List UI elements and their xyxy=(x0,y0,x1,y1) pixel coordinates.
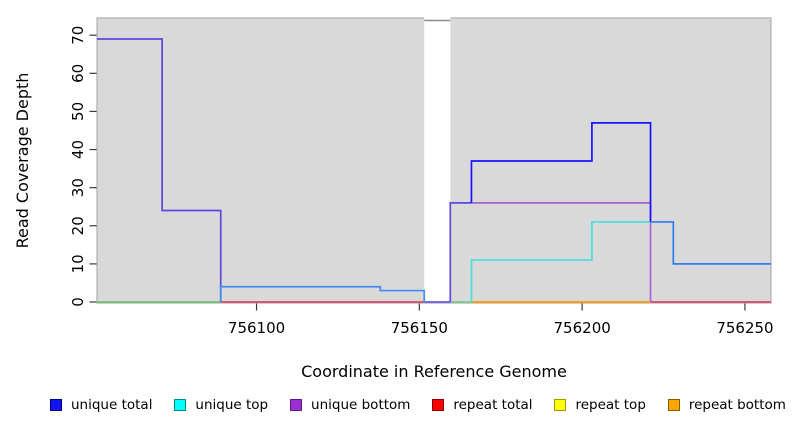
legend-label: unique top xyxy=(195,397,269,413)
series-line-dodger-right-steps xyxy=(650,221,771,265)
legend-item: unique top xyxy=(174,397,268,413)
y-tick-label: 20 xyxy=(69,216,87,235)
x-axis-title: Coordinate in Reference Genome xyxy=(301,362,567,381)
x-tick-label: 756200 xyxy=(554,319,611,337)
y-tick-label: 70 xyxy=(69,26,87,45)
legend-item: repeat bottom xyxy=(667,397,786,413)
legend-swatch-icon xyxy=(432,399,445,411)
y-tick-label: 30 xyxy=(69,178,87,197)
legend-item: unique total xyxy=(50,397,152,413)
series-line-indigo-left-steps xyxy=(97,38,222,302)
series-line-cyan-steps xyxy=(470,221,651,302)
series-line-indigo-gap-riser xyxy=(449,202,472,302)
coverage-gap-band xyxy=(424,14,451,303)
legend-swatch-icon xyxy=(554,399,567,411)
coverage-plot-canvas: 756100 756150 756200 756250 0 10 20 30 40 50 60 70 R… xyxy=(13,14,774,337)
legend-swatch-icon xyxy=(290,399,303,411)
legend-label: repeat total xyxy=(453,397,533,413)
x-tick-label: 756150 xyxy=(391,319,448,337)
y-axis-title: Read Coverage Depth xyxy=(13,73,32,249)
y-tick-label: 60 xyxy=(69,64,87,83)
legend-item: repeat total xyxy=(432,397,533,413)
legend-swatch-icon xyxy=(667,399,680,411)
legend-item: unique bottom xyxy=(290,397,410,413)
y-tick-label: 0 xyxy=(69,297,87,307)
legend-item: repeat top xyxy=(554,397,646,413)
legend-swatch-icon xyxy=(174,399,187,411)
legend-label: unique total xyxy=(71,397,153,413)
y-tick-label: 10 xyxy=(69,254,87,273)
y-tick-label: 50 xyxy=(69,102,87,121)
series-line-dodger-left-steps xyxy=(219,285,426,302)
x-tick-label: 756250 xyxy=(716,319,773,337)
legend-label: repeat top xyxy=(575,397,646,413)
legend: unique total unique top unique bottom repea… xyxy=(50,397,786,413)
legend-swatch-icon xyxy=(50,399,62,411)
legend-label: unique bottom xyxy=(311,397,411,413)
series-line-blue-steps xyxy=(470,122,652,222)
y-tick-label: 40 xyxy=(69,140,87,159)
legend-label: repeat bottom xyxy=(688,397,786,413)
x-tick-label: 756100 xyxy=(228,319,285,337)
